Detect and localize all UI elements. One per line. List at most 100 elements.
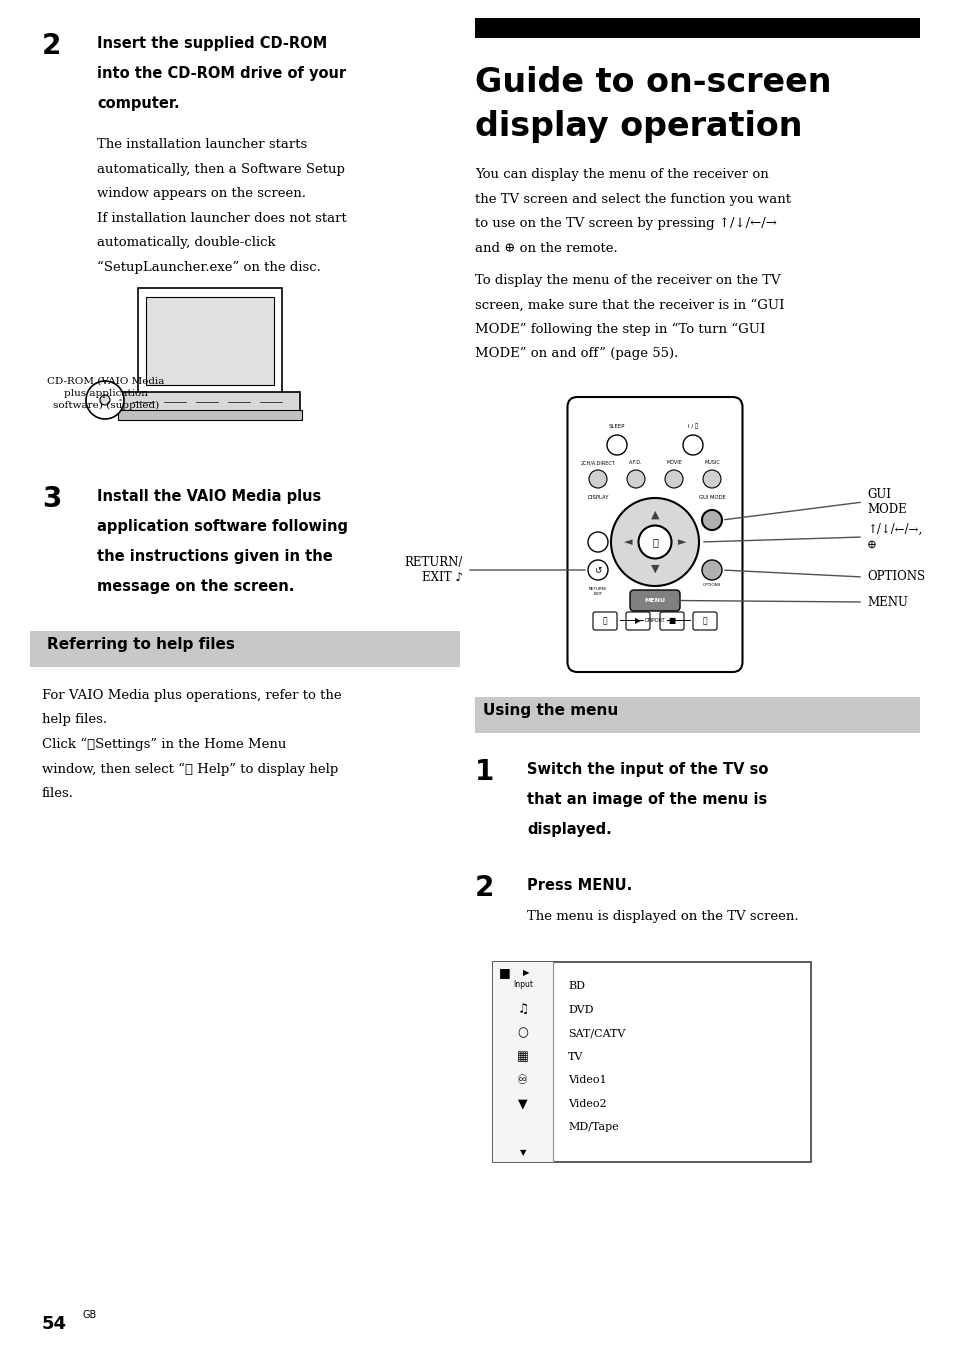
FancyBboxPatch shape <box>692 612 717 630</box>
Text: the instructions given in the: the instructions given in the <box>97 549 333 564</box>
Text: ►: ► <box>677 537 685 548</box>
Text: DMPORT: DMPORT <box>644 618 664 622</box>
Text: 3: 3 <box>42 485 61 512</box>
Text: files.: files. <box>42 787 74 800</box>
Circle shape <box>702 470 720 488</box>
Text: display operation: display operation <box>475 110 801 143</box>
Text: MENU: MENU <box>866 595 907 608</box>
Text: DVD: DVD <box>567 1005 593 1014</box>
Text: to use on the TV screen by pressing ↑/↓/←/→: to use on the TV screen by pressing ↑/↓/… <box>475 218 776 230</box>
Circle shape <box>610 498 699 585</box>
Text: RETURN/
EXIT: RETURN/ EXIT <box>588 587 606 596</box>
FancyBboxPatch shape <box>593 612 617 630</box>
Text: Press MENU.: Press MENU. <box>526 877 632 894</box>
Text: 2CH/A.DIRECT: 2CH/A.DIRECT <box>580 460 615 465</box>
Text: I / ⏻: I / ⏻ <box>687 423 698 429</box>
Text: GUI
MODE: GUI MODE <box>866 488 905 516</box>
Circle shape <box>606 435 626 456</box>
Text: SLEEP: SLEEP <box>608 425 624 429</box>
Text: ➕: ➕ <box>652 537 658 548</box>
Text: that an image of the menu is: that an image of the menu is <box>526 792 766 807</box>
Text: Input: Input <box>513 980 533 988</box>
Circle shape <box>100 395 110 406</box>
Text: ■: ■ <box>498 965 511 979</box>
Text: ♾: ♾ <box>517 1073 528 1087</box>
Text: displayed.: displayed. <box>526 822 611 837</box>
Text: automatically, double-click: automatically, double-click <box>97 237 275 249</box>
FancyBboxPatch shape <box>659 612 683 630</box>
Text: ↺: ↺ <box>594 565 601 575</box>
FancyBboxPatch shape <box>138 288 282 393</box>
Text: MD/Tape: MD/Tape <box>567 1122 618 1132</box>
Text: ⏭: ⏭ <box>702 617 706 626</box>
Circle shape <box>86 381 124 419</box>
Text: Referring to help files: Referring to help files <box>47 637 234 652</box>
Text: SAT/CATV: SAT/CATV <box>567 1028 625 1038</box>
Circle shape <box>701 510 721 530</box>
Text: “SetupLauncher.exe” on the disc.: “SetupLauncher.exe” on the disc. <box>97 261 320 273</box>
Text: RETURN/
EXIT ♪: RETURN/ EXIT ♪ <box>404 556 462 584</box>
Text: A.F.D.: A.F.D. <box>629 460 642 465</box>
Circle shape <box>587 531 607 552</box>
Text: DISPLAY: DISPLAY <box>587 495 608 499</box>
Text: ▼: ▼ <box>650 564 659 575</box>
Text: Guide to on-screen: Guide to on-screen <box>475 66 831 99</box>
Text: CD-ROM (VAIO Media
plus application
software) (supplied): CD-ROM (VAIO Media plus application soft… <box>47 377 164 410</box>
Text: Using the menu: Using the menu <box>482 703 618 718</box>
Bar <box>30 631 459 667</box>
Bar <box>475 18 919 38</box>
Text: GB: GB <box>82 1310 96 1320</box>
Text: TV: TV <box>567 1052 583 1061</box>
Text: window, then select “❓ Help” to display help: window, then select “❓ Help” to display … <box>42 763 338 776</box>
Text: You can display the menu of the receiver on: You can display the menu of the receiver… <box>475 168 768 181</box>
Text: Switch the input of the TV so: Switch the input of the TV so <box>526 763 767 777</box>
Text: GUI MODE: GUI MODE <box>698 495 724 499</box>
Text: computer.: computer. <box>97 96 179 111</box>
Bar <box>493 963 810 1163</box>
Text: ♫: ♫ <box>517 1003 528 1017</box>
Text: MENU: MENU <box>644 598 665 603</box>
Text: screen, make sure that the receiver is in “GUI: screen, make sure that the receiver is i… <box>475 299 783 311</box>
Text: The installation launcher starts: The installation launcher starts <box>97 138 307 151</box>
Text: The menu is displayed on the TV screen.: The menu is displayed on the TV screen. <box>526 910 798 923</box>
Text: MODE” following the step in “To turn “GUI: MODE” following the step in “To turn “GU… <box>475 323 764 337</box>
Text: To display the menu of the receiver on the TV: To display the menu of the receiver on t… <box>475 274 780 287</box>
Circle shape <box>682 435 702 456</box>
Text: window appears on the screen.: window appears on the screen. <box>97 187 306 200</box>
Text: Install the VAIO Media plus: Install the VAIO Media plus <box>97 489 321 504</box>
Text: ○: ○ <box>517 1026 528 1040</box>
Text: Insert the supplied CD-ROM: Insert the supplied CD-ROM <box>97 37 327 51</box>
Text: OPTIONS: OPTIONS <box>702 583 720 587</box>
Text: ▶: ▶ <box>522 968 529 976</box>
Text: 2: 2 <box>42 32 61 59</box>
Text: Video1: Video1 <box>567 1075 606 1086</box>
Circle shape <box>626 470 644 488</box>
Text: ■: ■ <box>668 617 675 626</box>
Text: ↑/↓/←/→,
⊕: ↑/↓/←/→, ⊕ <box>866 523 922 552</box>
Text: 1: 1 <box>475 758 494 786</box>
Text: If installation launcher does not start: If installation launcher does not start <box>97 211 346 224</box>
Circle shape <box>588 470 606 488</box>
Bar <box>475 698 919 733</box>
Text: Video2: Video2 <box>567 1099 606 1109</box>
Text: OPTIONS: OPTIONS <box>866 571 924 584</box>
Text: Click “⛲Settings” in the Home Menu: Click “⛲Settings” in the Home Menu <box>42 738 286 752</box>
Text: MODE” on and off” (page 55).: MODE” on and off” (page 55). <box>475 347 678 361</box>
Circle shape <box>664 470 682 488</box>
Text: ▦: ▦ <box>517 1051 528 1063</box>
Text: ▼: ▼ <box>517 1098 527 1110</box>
Text: ◄: ◄ <box>623 537 632 548</box>
Text: the TV screen and select the function you want: the TV screen and select the function yo… <box>475 192 790 206</box>
FancyBboxPatch shape <box>567 397 741 672</box>
Text: application software following: application software following <box>97 519 348 534</box>
Bar <box>146 297 274 385</box>
Text: ▼: ▼ <box>519 1148 526 1157</box>
FancyBboxPatch shape <box>629 589 679 611</box>
Text: MUSIC: MUSIC <box>703 460 720 465</box>
Text: help files.: help files. <box>42 714 107 726</box>
Text: MOVIE: MOVIE <box>665 460 681 465</box>
Text: 2: 2 <box>475 873 494 902</box>
Text: ▲: ▲ <box>650 510 659 521</box>
Text: into the CD-ROM drive of your: into the CD-ROM drive of your <box>97 66 346 81</box>
Text: automatically, then a Software Setup: automatically, then a Software Setup <box>97 162 345 176</box>
